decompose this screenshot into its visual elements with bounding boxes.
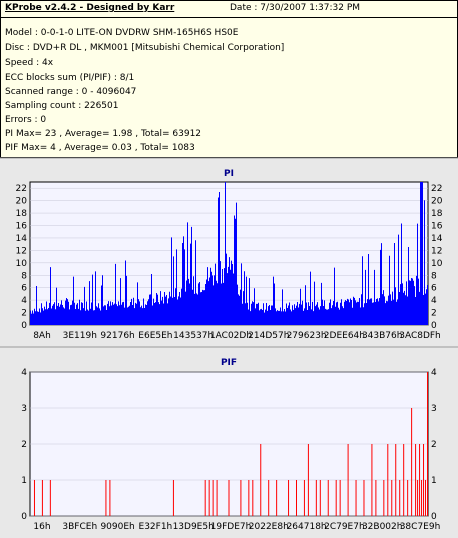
x-tick-label: E6E5Eh — [138, 331, 172, 341]
pif-bars — [33, 372, 428, 516]
report-date: Date : 7/30/2007 1:37:32 PM — [230, 3, 361, 13]
y-tick-label: 0 — [21, 321, 27, 331]
y-tick-label: 3 — [431, 404, 437, 414]
y-tick-label: 10 — [16, 259, 28, 269]
sampling-line: Sampling count : 226501 — [5, 101, 119, 111]
x-tick-label: 2C79E7h — [324, 522, 365, 532]
x-tick-label: 16h — [33, 522, 50, 532]
y-tick-label: 4 — [21, 368, 27, 378]
disc-line: Disc : DVD+R DL , MKM001 [Mitsubishi Che… — [5, 43, 285, 53]
x-tick-label: 19FDE7h — [211, 522, 252, 532]
y-tick-label: 14 — [16, 234, 28, 244]
range-line: Scanned range : 0 - 4096047 — [5, 87, 137, 97]
y-tick-label: 2 — [21, 440, 27, 450]
app-title: KProbe v2.4.2 - Designed by Karr — [5, 3, 175, 13]
y-tick-label: 6 — [21, 284, 27, 294]
y-tick-label: 2 — [21, 309, 27, 319]
model-line: Model : 0-0-1-0 LITE-ON DVDRW SHM-165H6S… — [5, 28, 239, 38]
x-tick-label: 2022E8h — [249, 522, 289, 532]
info-divider — [1, 17, 457, 18]
y-tick-label: 1 — [431, 476, 437, 486]
y-tick-label: 16 — [16, 222, 28, 232]
y-tick-label: 6 — [431, 284, 437, 294]
y-tick-label: 8 — [431, 271, 437, 281]
x-tick-label: 3E119h — [63, 331, 97, 341]
y-tick-label: 18 — [16, 209, 28, 219]
x-tick-label: E32F1h — [139, 522, 173, 532]
x-tick-label: 343B76h — [362, 331, 403, 341]
y-tick-label: 0 — [431, 512, 437, 522]
y-tick-label: 22 — [16, 184, 27, 194]
y-tick-label: 14 — [431, 234, 443, 244]
x-tick-label: 92176h — [100, 331, 134, 341]
pif-y-axis-left: 0 1 2 3 4 — [21, 368, 27, 522]
y-tick-label: 22 — [431, 184, 442, 194]
pi-y-axis-right: 0 2 4 6 8 10 12 14 16 18 20 22 — [431, 184, 443, 331]
info-panel: KProbe v2.4.2 - Designed by Karr Date : … — [0, 0, 458, 158]
pi-chart-title: PI — [224, 169, 234, 179]
y-tick-label: 3 — [21, 404, 27, 414]
x-tick-label: 9090Eh — [100, 522, 134, 532]
y-tick-label: 12 — [16, 246, 27, 256]
y-tick-label: 20 — [16, 197, 28, 207]
y-tick-label: 16 — [431, 222, 443, 232]
errors-line: Errors : 0 — [5, 115, 47, 125]
x-tick-label: 264718h — [287, 522, 327, 532]
x-tick-label: 2DEE64h — [324, 331, 365, 341]
y-tick-label: 0 — [431, 321, 437, 331]
y-tick-label: 10 — [431, 259, 443, 269]
x-tick-label: 38C7E9h — [400, 522, 441, 532]
x-tick-label: 279623h — [287, 331, 327, 341]
x-tick-label: 1AC02Dh — [210, 331, 252, 341]
pif-x-axis: 16h 3BFCEh 9090Eh E32F1h 13D9E5h19FDE7h2022E… — [33, 522, 440, 532]
pi-x-axis: 8Ah 3E119h 92176h E6E5Eh 143537h1AC02Dh214D5… — [33, 331, 441, 341]
pif-chart-title: PIF — [221, 358, 237, 368]
x-tick-label: 143537h — [173, 331, 213, 341]
x-tick-label: 13D9E5h — [173, 522, 214, 532]
y-tick-label: 4 — [21, 296, 27, 306]
y-tick-label: 1 — [21, 476, 27, 486]
x-tick-label: 214D57h — [248, 331, 289, 341]
x-tick-label: 32B002h — [362, 522, 403, 532]
y-tick-label: 2 — [431, 440, 437, 450]
pi-summary-line: PI Max= 23 , Average= 1.98 , Total= 6391… — [5, 129, 202, 139]
ecc-line: ECC blocks sum (PI/PIF) : 8/1 — [5, 73, 135, 83]
y-tick-label: 12 — [431, 246, 442, 256]
speed-line: Speed : 4x — [5, 58, 54, 68]
y-tick-label: 18 — [431, 209, 443, 219]
pif-summary-line: PIF Max= 4 , Average= 0.03 , Total= 1083 — [5, 143, 195, 153]
y-tick-label: 4 — [431, 296, 437, 306]
pi-y-axis-left: 0 2 4 6 8 10 12 14 16 18 20 22 — [16, 184, 28, 331]
x-tick-label: 3BFCEh — [62, 522, 97, 532]
y-tick-label: 0 — [21, 512, 27, 522]
pi-bars — [30, 182, 428, 325]
y-tick-label: 20 — [431, 197, 443, 207]
y-tick-label: 8 — [21, 271, 27, 281]
pif-y-axis-right: 0 1 2 3 4 — [431, 368, 437, 522]
x-tick-label: 8Ah — [33, 331, 51, 341]
x-tick-label: 3AC8DFh — [399, 331, 441, 341]
y-tick-label: 2 — [431, 309, 437, 319]
y-tick-label: 4 — [431, 368, 437, 378]
